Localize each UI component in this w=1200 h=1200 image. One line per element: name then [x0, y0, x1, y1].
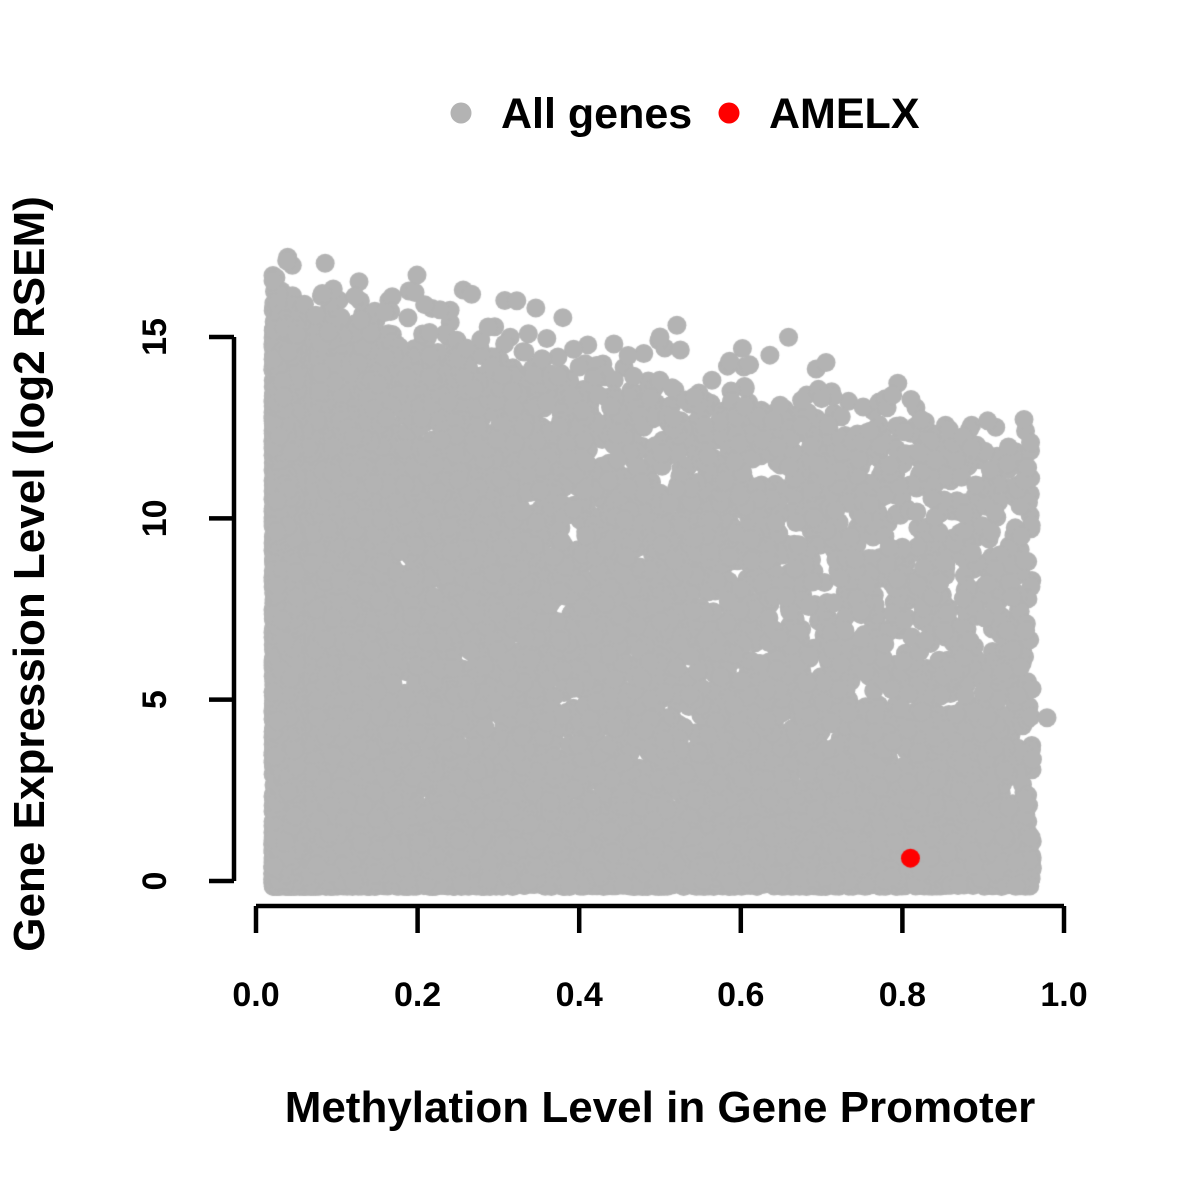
x-tick-label: 0.4 [556, 976, 603, 1014]
y-tick-label: 0 [136, 872, 174, 891]
y-tick-label: 15 [136, 318, 174, 356]
x-tick-label: 0.6 [717, 976, 764, 1014]
x-tick-label: 0.0 [232, 976, 279, 1014]
legend-dot-amelx [718, 102, 740, 124]
legend-label-all-genes: All genes [501, 90, 692, 138]
x-tick-label: 0.8 [879, 976, 926, 1014]
x-tick-label: 0.2 [394, 976, 441, 1014]
x-tick-label: 1.0 [1040, 976, 1087, 1014]
y-tick-label: 5 [136, 690, 174, 709]
legend-label-amelx: AMELX [769, 90, 920, 138]
legend: All genes AMELX [450, 90, 920, 138]
y-axis-title: Gene Expression Level (log2 RSEM) [5, 196, 54, 952]
y-axis-ticks: 0 5 10 15 [136, 318, 234, 890]
x-axis-title: Methylation Level in Gene Promoter [285, 1083, 1036, 1132]
x-axis-ticks: 0.0 0.2 0.4 0.6 0.8 1.0 [232, 906, 1088, 1014]
y-tick-label: 10 [136, 499, 174, 537]
legend-dot-all-genes [450, 102, 472, 124]
